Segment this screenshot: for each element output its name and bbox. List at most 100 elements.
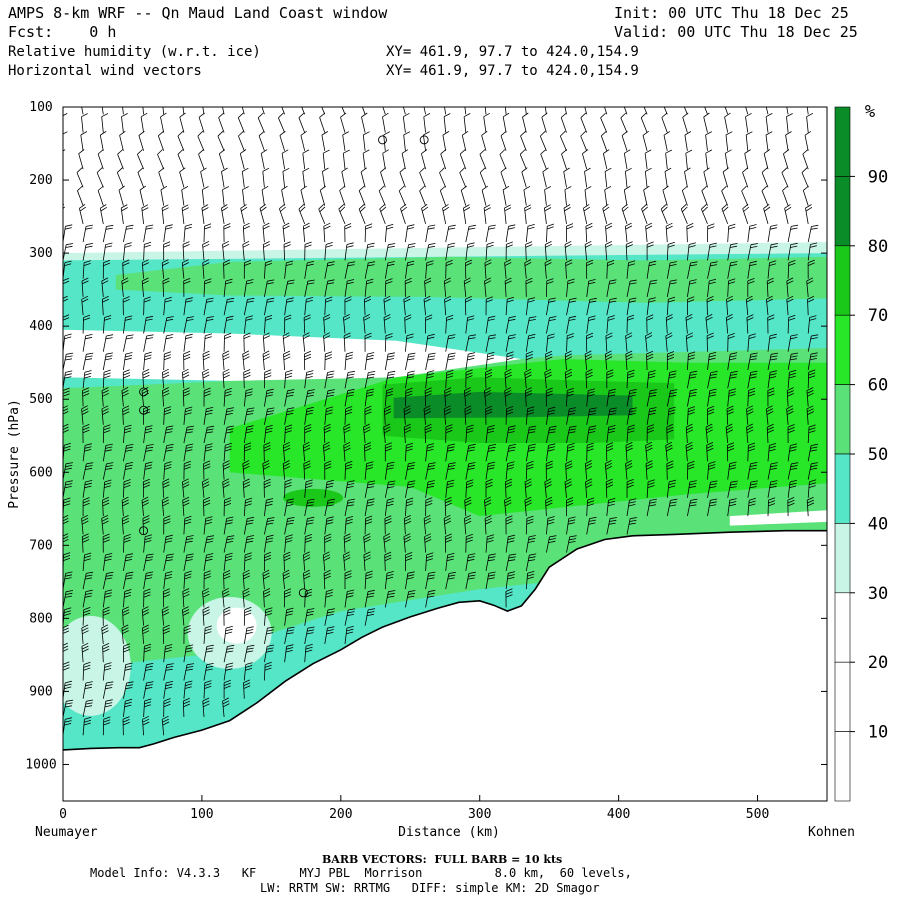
wind-barb-flag [206, 663, 214, 666]
wind-barb-flag [205, 431, 213, 434]
wind-barb-flag [726, 314, 733, 318]
wind-barb-flag [602, 95, 607, 99]
wind-barb-flag [347, 373, 355, 376]
wind-barb-flag [725, 423, 733, 428]
wind-barb-flag [408, 243, 416, 246]
wind-barb-flag [264, 372, 272, 376]
wind-barb-flag [387, 245, 395, 248]
wind-barb-flag [729, 358, 737, 361]
wind-barb-flag [64, 227, 72, 230]
wind-barb-staff [806, 116, 809, 133]
wind-barb-flag [123, 646, 131, 650]
wind-barb-flag [646, 244, 654, 248]
wind-barb-flag [163, 515, 171, 519]
wind-barb-flag [141, 204, 149, 209]
wind-barb-flag [605, 243, 613, 248]
wind-barb-flag [142, 718, 150, 723]
wind-barb-flag [766, 405, 773, 410]
wind-barb-flag [202, 350, 210, 355]
wind-barb-flag [560, 130, 566, 137]
wind-barb-staff [444, 107, 447, 115]
wind-barb-flag [121, 113, 128, 118]
wind-barb-flag [546, 226, 554, 230]
wind-barb-flag [810, 443, 818, 446]
wind-barb-flag [710, 371, 718, 373]
wind-barb-flag [648, 300, 656, 303]
wind-barb-flag [287, 407, 295, 410]
wind-barb-flag [687, 463, 695, 467]
wind-barb-flag [506, 357, 514, 361]
wind-barb-flag [306, 519, 314, 522]
wind-barb-staff [122, 107, 124, 115]
wind-barb-flag [447, 245, 455, 248]
wind-barb-flag [567, 445, 575, 449]
wind-barb-flag [304, 350, 311, 355]
wind-barb-flag [649, 409, 657, 413]
wind-barb-flag [306, 522, 314, 525]
wind-barb-flag [244, 445, 252, 449]
wind-barb-flag [661, 95, 666, 100]
wind-barb-flag [749, 227, 757, 230]
wind-barb-flag [807, 259, 815, 264]
wind-barb-flag [784, 204, 791, 209]
wind-barb-flag [525, 390, 533, 394]
wind-barb-flag [407, 592, 415, 595]
wind-barb-flag [63, 642, 68, 646]
wind-barb-flag [603, 206, 610, 212]
wind-barb-flag [85, 224, 93, 227]
wind-barb-flag [346, 614, 354, 616]
wind-barb-flag [769, 376, 777, 379]
wind-barb-staff [806, 107, 809, 115]
wind-barb-flag [522, 112, 529, 118]
wind-barb-flag [344, 576, 352, 580]
wind-barb-flag [82, 393, 90, 397]
wind-barb-flag [730, 483, 738, 486]
wind-barb-staff [500, 172, 507, 188]
rh-blob-lower-left [63, 615, 131, 716]
wind-barb-flag [101, 405, 109, 410]
wind-barb-flag [786, 405, 793, 410]
wind-barb-flag [82, 500, 90, 504]
wind-barb-flag [787, 427, 795, 431]
wind-barb-flag [445, 499, 452, 504]
wind-barb-flag [363, 551, 371, 556]
wind-barb-flag [767, 280, 774, 285]
wind-barb-flag [345, 463, 353, 467]
wind-barb-flag [508, 224, 516, 227]
wind-barb-flag [365, 570, 373, 574]
wind-barb-flag [340, 112, 347, 118]
wind-barb-flag [708, 461, 716, 464]
wind-barb-flag [203, 496, 211, 501]
wind-barb-flag [424, 280, 432, 285]
wind-barb-flag [769, 333, 777, 337]
wind-barb-flag [144, 537, 152, 540]
wind-barb-flag [104, 705, 112, 708]
wind-barb-flag [144, 467, 152, 470]
wind-barb-flag [465, 372, 473, 376]
wind-barb-flag [284, 479, 292, 483]
wind-barb-flag [65, 465, 73, 468]
wind-barb-flag [545, 502, 553, 507]
wind-barb-flag [405, 552, 413, 556]
wind-barb-flag [76, 167, 83, 173]
wind-barb-flag [66, 590, 74, 593]
wind-barb-flag [568, 318, 576, 321]
wind-barb-flag [484, 499, 492, 504]
wind-barb-flag [327, 282, 335, 285]
wind-barb-flag [583, 204, 590, 209]
wind-barb-flag [163, 521, 171, 525]
wind-barb-flag [286, 647, 294, 650]
wind-barb-staff [684, 134, 688, 151]
wind-barb-flag [266, 632, 274, 635]
wind-barb-staff [361, 116, 366, 133]
wind-barb-flag [628, 501, 636, 504]
wind-barb-flag [343, 423, 351, 428]
wind-barb-flag [246, 425, 254, 428]
wind-barb-flag [488, 574, 496, 577]
wind-barb-flag [83, 612, 91, 616]
wind-barb-flag [125, 574, 133, 577]
wind-barb-staff [340, 117, 346, 133]
wind-barb-flag [542, 167, 549, 173]
wind-barb-flag [425, 497, 433, 501]
wind-barb-flag [606, 481, 613, 486]
